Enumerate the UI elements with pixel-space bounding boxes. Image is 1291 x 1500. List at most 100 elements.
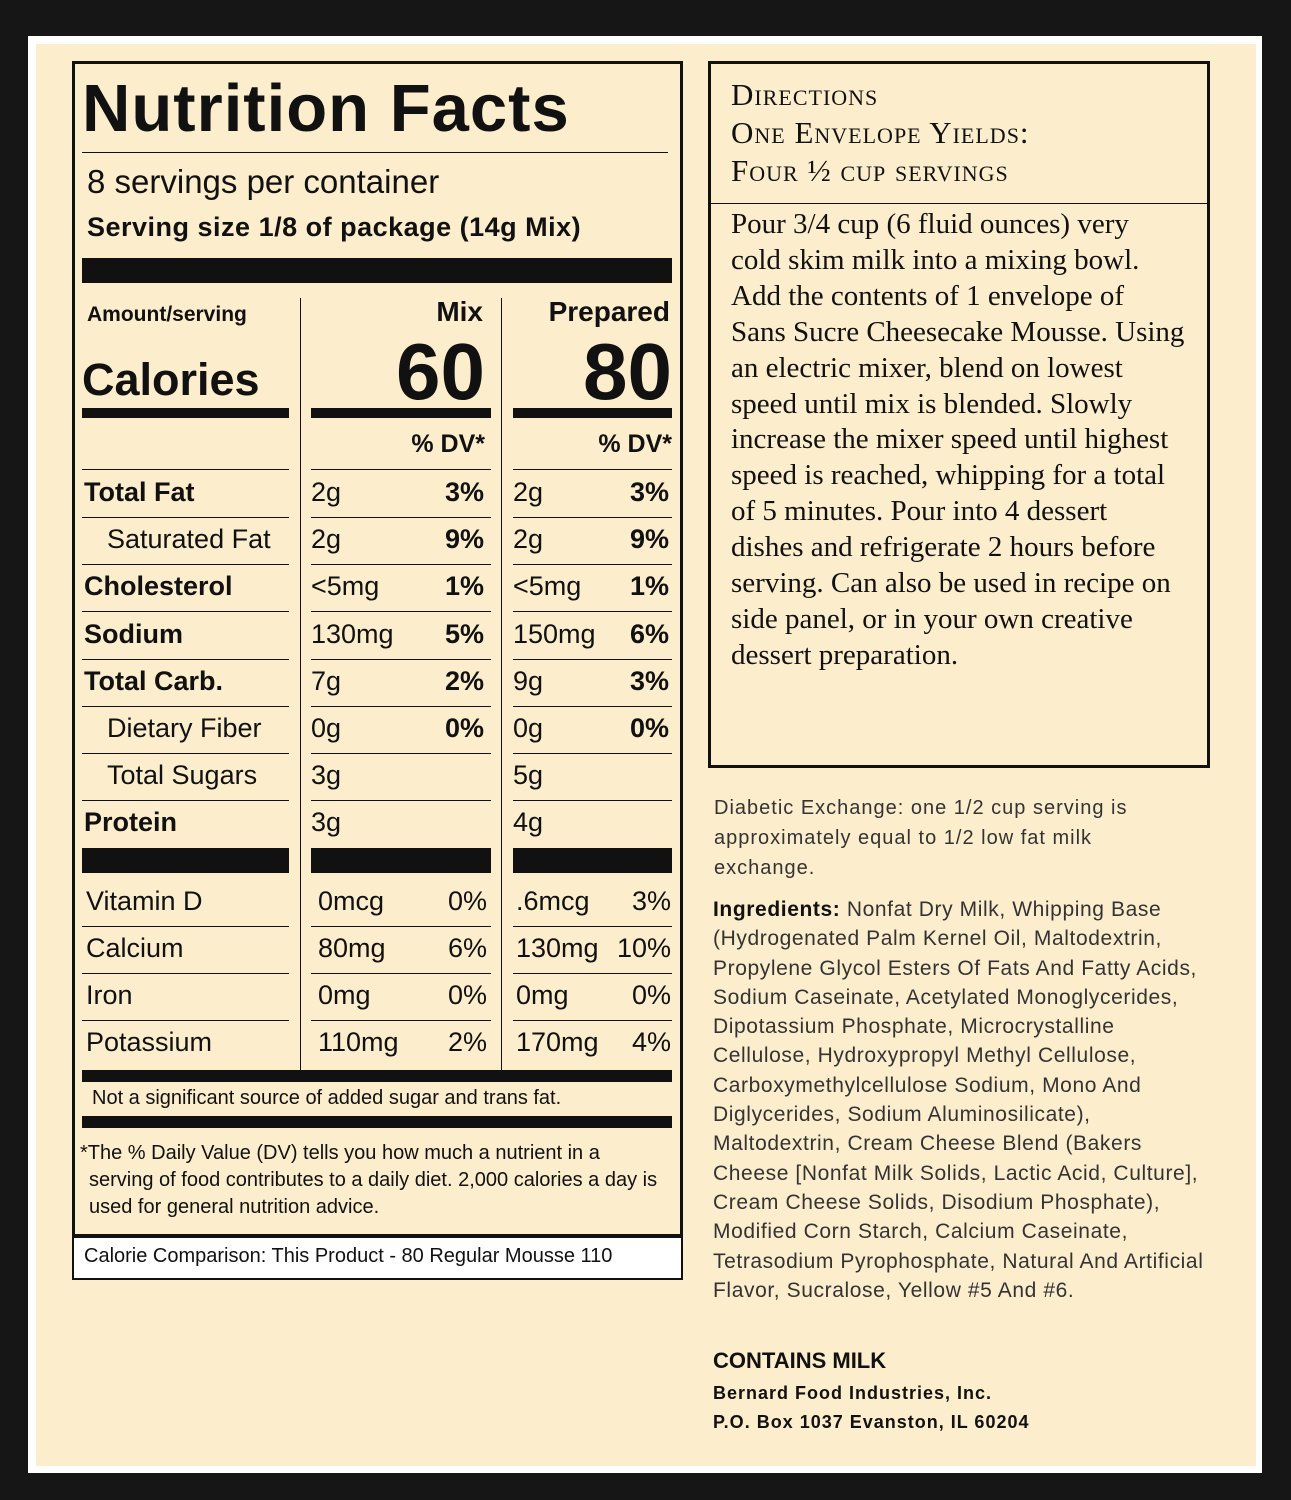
- nutrient-amount: 0g: [311, 713, 342, 743]
- ingredients: Ingredients: Nonfat Dry Milk, Whipping B…: [713, 895, 1213, 1305]
- directions-body: Pour 3/4 cup (6 fluid ounces) very cold …: [731, 208, 1185, 671]
- vitamin-name: Iron: [86, 980, 133, 1010]
- column-rule: [300, 298, 301, 1070]
- directions-box: [708, 61, 1210, 768]
- nutrient-dv: 1%: [444, 571, 484, 602]
- nutrient-amount: 9g: [513, 665, 544, 696]
- row-rule: [311, 1020, 491, 1021]
- row-rule: [82, 469, 289, 470]
- dv-header: % DV*: [598, 430, 672, 458]
- allergen: CONTAINS MILK: [713, 1348, 887, 1373]
- vitamin-amount: 80mg: [318, 933, 386, 963]
- row-rule: [311, 926, 491, 927]
- thick-bar: [82, 1116, 672, 1128]
- nutrient-name: Dietary Fiber: [107, 713, 262, 743]
- nutrition-box: [72, 61, 683, 1237]
- row-rule: [513, 926, 672, 927]
- row-rule: [82, 926, 289, 927]
- nutrient-name: Total Sugars: [107, 760, 258, 791]
- thick-bar: [82, 848, 289, 873]
- nutrient-amount: 2g: [311, 524, 342, 555]
- company: Bernard Food Industries, Inc.: [713, 1383, 993, 1403]
- directions-heading: Directions One Envelope Yields: Four ½ c…: [731, 76, 1030, 190]
- row-rule: [513, 658, 672, 660]
- row-rule: [513, 469, 672, 470]
- vitamin-name: Potassium: [86, 1027, 213, 1057]
- amount-label: Amount/serving: [87, 303, 247, 326]
- row-rule: [82, 705, 289, 707]
- vitamin-name: Vitamin D: [86, 886, 203, 916]
- nutrient-dv: 3%: [444, 477, 484, 507]
- row-rule: [513, 564, 672, 566]
- column-name: Prepared: [548, 296, 670, 327]
- vitamin-dv: 10%: [616, 933, 671, 963]
- row-rule: [82, 517, 289, 518]
- row-rule: [513, 611, 672, 613]
- row-rule: [311, 658, 491, 660]
- vitamin-dv: 6%: [447, 933, 487, 963]
- row-rule: [311, 611, 491, 613]
- footnote: *The % Daily Value (DV) tells you how mu…: [80, 1142, 658, 1218]
- vitamin-dv: 3%: [631, 886, 671, 916]
- ingredients-label: Ingredients:: [713, 898, 841, 921]
- thick-bar: [311, 848, 491, 873]
- nutrient-amount: 150mg: [513, 618, 596, 649]
- row-rule: [311, 517, 491, 518]
- row-rule: [513, 753, 672, 754]
- comparison-box: [72, 1236, 683, 1280]
- nutrient-name: Sodium: [84, 618, 183, 649]
- thick-bar: [513, 848, 672, 873]
- nutrient-name: Saturated Fat: [107, 524, 271, 555]
- heading-line: Directions: [731, 77, 879, 112]
- vitamin-dv: 0%: [447, 886, 487, 916]
- row-rule: [513, 705, 672, 707]
- row-rule: [82, 800, 289, 802]
- note: Not a significant source of added sugar …: [92, 1087, 562, 1109]
- nutrient-amount: 2g: [513, 524, 544, 555]
- vitamin-amount: 0mg: [318, 980, 371, 1010]
- row-rule: [82, 564, 289, 566]
- calories-value: 80: [583, 327, 672, 416]
- nutrient-dv: 0%: [444, 713, 484, 743]
- divider: [82, 152, 668, 153]
- nutrient-amount: <5mg: [311, 571, 380, 602]
- thick-bar: [82, 408, 289, 418]
- nutrient-name: Cholesterol: [84, 571, 233, 602]
- nutrient-amount: 0g: [513, 713, 544, 743]
- nutrient-amount: <5mg: [513, 571, 582, 602]
- row-rule: [82, 753, 289, 754]
- calories-label: Calories: [82, 354, 260, 405]
- nutrient-amount: 3g: [311, 807, 342, 838]
- thick-bar: [82, 258, 672, 283]
- row-rule: [311, 469, 491, 470]
- nutrient-amount: 7g: [311, 665, 342, 696]
- thick-bar: [311, 408, 491, 418]
- nutrient-dv: 1%: [629, 571, 669, 602]
- nutrient-amount: 2g: [311, 477, 342, 507]
- nutrient-dv: 3%: [629, 477, 669, 507]
- row-rule: [311, 753, 491, 754]
- vitamin-amount: 110mg: [318, 1027, 399, 1057]
- heading-line: One Envelope Yields:: [731, 115, 1030, 150]
- nutrient-dv: 2%: [444, 665, 484, 696]
- vitamin-amount: 0mg: [516, 980, 569, 1010]
- nutrient-name: Protein: [84, 807, 178, 838]
- vitamin-amount: 130mg: [516, 933, 599, 963]
- vitamin-dv: 4%: [631, 1027, 671, 1057]
- row-rule: [311, 564, 491, 566]
- nutrient-amount: 4g: [513, 807, 544, 838]
- nutrient-amount: 3g: [311, 760, 342, 791]
- nutrient-name: Total Carb.: [84, 665, 224, 696]
- row-rule: [311, 705, 491, 707]
- nutrient-dv: 0%: [629, 713, 669, 743]
- vitamin-amount: .6mcg: [516, 886, 590, 916]
- nutrient-amount: 130mg: [311, 618, 394, 649]
- calories-value: 60: [396, 327, 485, 416]
- calorie-comparison: Calorie Comparison: This Product - 80 Re…: [84, 1245, 613, 1267]
- nutrient-name: Total Fat: [84, 477, 195, 507]
- nutrient-dv: 9%: [444, 524, 484, 555]
- nutrient-dv: 6%: [629, 618, 669, 649]
